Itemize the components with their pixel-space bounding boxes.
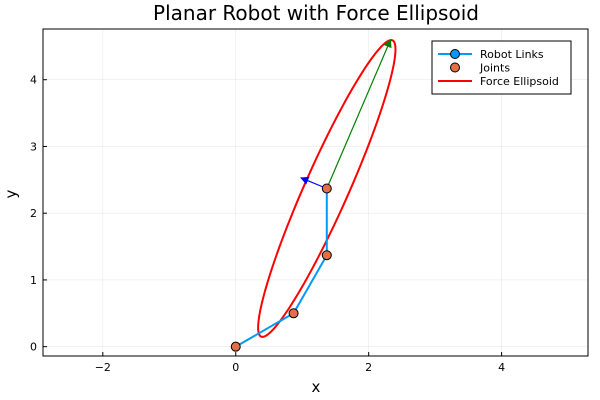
legend-label-force-ellipsoid: Force Ellipsoid [480,75,559,88]
legend-marker-robot-links [450,49,460,59]
force-ellipsoid [257,39,397,338]
chart-title: Planar Robot with Force Ellipsoid [153,1,479,25]
legend: Robot Links Joints Force Ellipsoid [431,40,572,95]
x-tick-label: 2 [365,361,372,374]
robot-links-line [235,188,328,348]
x-axis-ticks: −2 0 2 4 [95,352,505,374]
joint-marker [321,250,332,261]
y-tick-label: 2 [30,207,37,220]
joint-marker [321,183,332,194]
plot-frame [42,28,589,357]
y-axis-label: y [2,189,20,198]
legend-marker-joints [450,62,460,73]
legend-item-robot-links: Robot Links [438,48,544,61]
x-tick-label: 0 [232,361,239,374]
y-tick-label: 3 [30,140,37,153]
x-tick-label: −2 [95,361,111,374]
legend-label-robot-links: Robot Links [480,48,544,61]
y-tick-label: 1 [30,274,37,287]
legend-item-joints: Joints [450,62,510,75]
legend-label-joints: Joints [479,62,510,75]
y-tick-label: 4 [30,74,37,87]
joint-markers [230,183,332,352]
x-tick-label: 4 [498,361,505,374]
joint-marker [230,341,241,352]
y-tick-label: 0 [30,341,37,354]
x-axis-label: x [312,378,321,396]
legend-item-force-ellipsoid: Force Ellipsoid [438,75,559,88]
y-axis-ticks: 0 1 2 3 4 [30,74,47,354]
arrow-green [326,38,392,189]
joint-marker [288,308,299,319]
